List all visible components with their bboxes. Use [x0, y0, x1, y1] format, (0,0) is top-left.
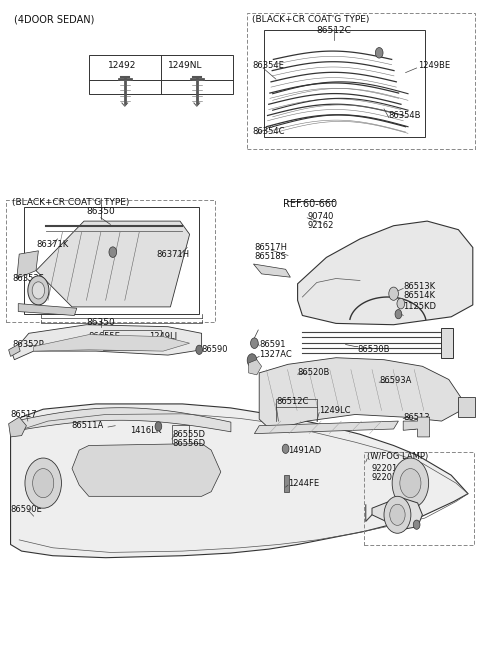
Text: 86354B: 86354B	[389, 111, 421, 120]
Text: 92202: 92202	[372, 473, 398, 482]
Circle shape	[375, 48, 383, 58]
Text: 92162: 92162	[307, 221, 334, 230]
Polygon shape	[249, 360, 262, 375]
Text: 86514: 86514	[403, 422, 430, 431]
Text: 1244FE: 1244FE	[288, 479, 319, 488]
Text: 86590E: 86590E	[11, 505, 42, 514]
Text: 86513K: 86513K	[403, 282, 435, 291]
Text: 92201: 92201	[372, 464, 398, 473]
Text: 86518S: 86518S	[254, 252, 286, 261]
Text: 90740: 90740	[307, 212, 334, 221]
Polygon shape	[34, 335, 190, 351]
Text: 1125KD: 1125KD	[403, 302, 436, 311]
Text: (BLACK+CR COAT'G TYPE): (BLACK+CR COAT'G TYPE)	[252, 15, 370, 24]
Polygon shape	[253, 264, 290, 277]
Polygon shape	[17, 251, 38, 279]
Circle shape	[247, 354, 257, 367]
Circle shape	[32, 282, 45, 299]
Text: 86591: 86591	[259, 340, 286, 349]
Polygon shape	[9, 345, 20, 356]
Circle shape	[400, 469, 421, 498]
Circle shape	[395, 310, 402, 319]
Text: 86511A: 86511A	[71, 421, 103, 430]
Circle shape	[28, 276, 49, 305]
Bar	[24, 207, 199, 314]
Text: 86354C: 86354C	[252, 127, 285, 137]
Circle shape	[251, 338, 258, 348]
Text: 86655E: 86655E	[89, 332, 120, 341]
Text: 86371H: 86371H	[156, 249, 190, 259]
Text: 86352P: 86352P	[12, 340, 44, 349]
Circle shape	[392, 458, 429, 508]
Polygon shape	[298, 221, 473, 325]
Circle shape	[282, 444, 289, 453]
Polygon shape	[372, 498, 422, 529]
Bar	[6, 200, 215, 322]
Polygon shape	[72, 444, 221, 496]
Text: 86513: 86513	[403, 412, 430, 422]
Text: 12492: 12492	[108, 61, 137, 71]
Text: 86350: 86350	[86, 207, 115, 216]
Text: 86354E: 86354E	[252, 61, 284, 71]
Text: 86590: 86590	[202, 345, 228, 354]
Text: 1249BE: 1249BE	[418, 61, 450, 71]
Circle shape	[390, 504, 405, 525]
Bar	[172, 425, 189, 445]
Text: 1491AD: 1491AD	[288, 446, 321, 455]
Bar	[284, 475, 289, 492]
Circle shape	[397, 298, 405, 309]
Circle shape	[33, 469, 54, 498]
Bar	[89, 55, 233, 94]
Polygon shape	[12, 325, 202, 360]
Text: 86371K: 86371K	[36, 240, 68, 249]
Circle shape	[155, 422, 162, 431]
Text: 86520B: 86520B	[298, 368, 330, 378]
Polygon shape	[259, 358, 461, 430]
Circle shape	[196, 345, 203, 354]
Text: 1327AC: 1327AC	[259, 350, 292, 359]
Bar	[103, 330, 161, 350]
Text: 86517: 86517	[11, 410, 37, 419]
Circle shape	[389, 287, 398, 300]
Polygon shape	[458, 397, 475, 417]
Text: (W/FOG LAMP): (W/FOG LAMP)	[367, 452, 429, 461]
Text: 1249LJ: 1249LJ	[149, 332, 177, 341]
Text: 1249LC: 1249LC	[319, 406, 351, 415]
Circle shape	[384, 496, 411, 533]
Polygon shape	[36, 221, 190, 307]
Polygon shape	[18, 304, 77, 315]
Circle shape	[109, 247, 117, 257]
Circle shape	[25, 458, 61, 508]
Polygon shape	[403, 417, 430, 437]
Polygon shape	[9, 417, 26, 437]
Bar	[247, 13, 475, 148]
Text: 86556D: 86556D	[173, 439, 206, 448]
Text: 86350: 86350	[86, 318, 115, 327]
Bar	[364, 452, 474, 544]
Text: 1249NL: 1249NL	[168, 61, 202, 71]
Text: 86512C: 86512C	[276, 397, 308, 406]
Bar	[441, 328, 453, 358]
Text: (4DOOR SEDAN): (4DOOR SEDAN)	[14, 15, 95, 24]
Bar	[264, 30, 425, 137]
Text: (BLACK+CR COAT'G TYPE): (BLACK+CR COAT'G TYPE)	[12, 198, 130, 207]
Text: 86353S: 86353S	[12, 274, 44, 283]
Text: 86512C: 86512C	[316, 26, 351, 36]
Text: 1416LK: 1416LK	[130, 426, 161, 435]
Text: 86555D: 86555D	[173, 430, 206, 439]
Polygon shape	[254, 421, 398, 434]
Text: 86593A: 86593A	[379, 376, 411, 385]
Text: 86514K: 86514K	[403, 291, 435, 300]
Circle shape	[413, 520, 420, 529]
Text: 18647: 18647	[396, 488, 422, 498]
Polygon shape	[11, 404, 468, 558]
Text: 86530B: 86530B	[358, 345, 390, 354]
Text: REF.60-660: REF.60-660	[283, 199, 336, 209]
Text: 86517H: 86517H	[254, 243, 288, 252]
